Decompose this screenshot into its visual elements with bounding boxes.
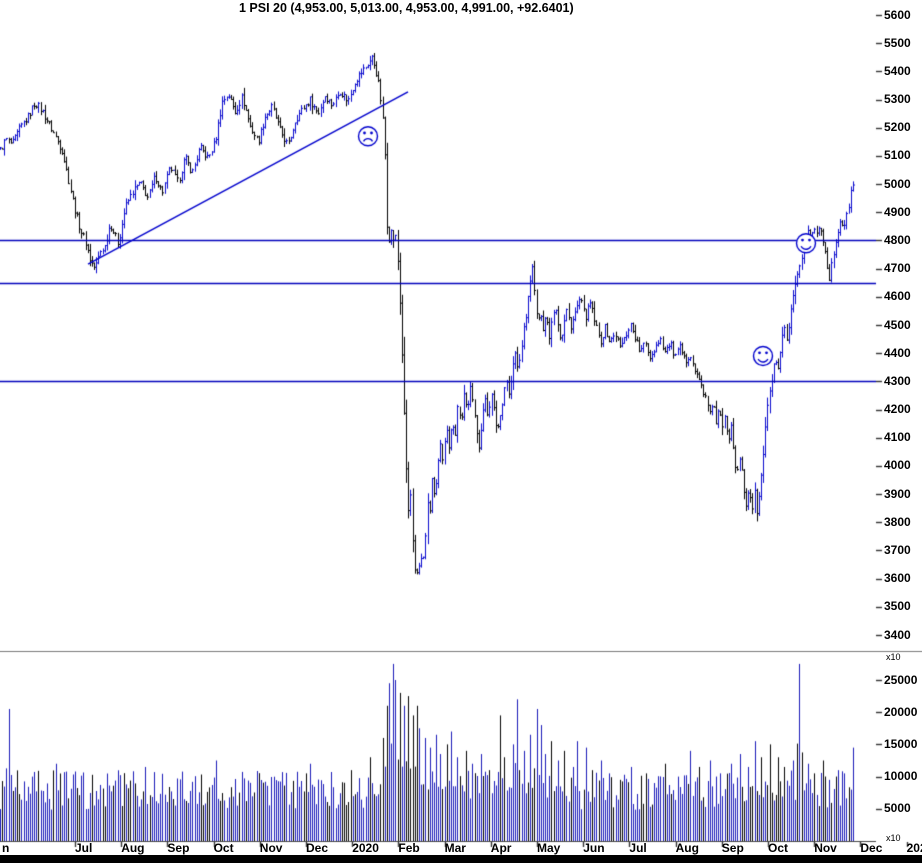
price-tick-label: 4800 — [884, 232, 911, 247]
price-tick-label: 5600 — [884, 7, 911, 22]
month-label: Nov — [259, 841, 283, 855]
price-tick-label: 4100 — [884, 430, 911, 445]
price-tick-label: 5000 — [884, 176, 911, 191]
price-tick-label: 4200 — [884, 402, 911, 417]
price-tick-label: 5100 — [884, 148, 911, 163]
month-label: Oct — [213, 841, 234, 855]
month-label: Aug — [121, 841, 145, 855]
price-tick-label: 5500 — [884, 35, 911, 50]
month-label: Sep — [167, 841, 190, 855]
price-tick-label: 4500 — [884, 317, 911, 332]
price-tick-label: 4900 — [884, 204, 911, 219]
month-label: Apr — [490, 841, 512, 855]
month-label: Mar — [444, 841, 466, 855]
price-tick-label: 4700 — [884, 261, 911, 276]
month-label: Feb — [398, 841, 420, 855]
price-tick-label: 4000 — [884, 458, 911, 473]
month-label: 2020 — [352, 841, 379, 855]
price-tick-label: 5400 — [884, 63, 911, 78]
volume-tick-label: 10000 — [884, 769, 918, 784]
price-tick-label: 3500 — [884, 599, 911, 614]
month-label: Sep — [721, 841, 744, 855]
bottom-scrollbar — [0, 855, 922, 863]
month-label: Jul — [75, 841, 93, 855]
volume-scale-note-bottom: x10 — [886, 833, 901, 843]
volume-tick-label: 15000 — [884, 736, 918, 751]
month-label: n — [2, 841, 10, 855]
month-label: Nov — [814, 841, 837, 855]
price-tick-label: 4400 — [884, 345, 911, 360]
price-tick-label: 3800 — [884, 514, 911, 529]
month-label: Aug — [675, 841, 699, 855]
price-tick-label: 4300 — [884, 373, 911, 388]
month-label: Dec — [860, 841, 883, 855]
chart-title: 1 PSI 20 (4,953.00, 5,013.00, 4,953.00, … — [239, 1, 574, 15]
volume-scale-note-top: x10 — [886, 652, 901, 662]
month-label: Dec — [306, 841, 329, 855]
month-label: 202 — [906, 841, 922, 855]
volume-tick-label: 5000 — [884, 801, 911, 816]
month-label: Oct — [768, 841, 789, 855]
volume-tick-label: 20000 — [884, 704, 918, 719]
month-label: Jul — [629, 841, 647, 855]
price-tick-label: 3700 — [884, 542, 911, 557]
price-tick-label: 3600 — [884, 571, 911, 586]
volume-tick-label: 25000 — [884, 672, 918, 687]
price-tick-label: 3900 — [884, 486, 911, 501]
price-tick-label: 4600 — [884, 289, 911, 304]
month-label: May — [537, 841, 561, 855]
month-label: Jun — [583, 841, 605, 855]
price-tick-label: 5300 — [884, 92, 911, 107]
price-tick-label: 3400 — [884, 627, 911, 642]
price-tick-label: 5200 — [884, 120, 911, 135]
